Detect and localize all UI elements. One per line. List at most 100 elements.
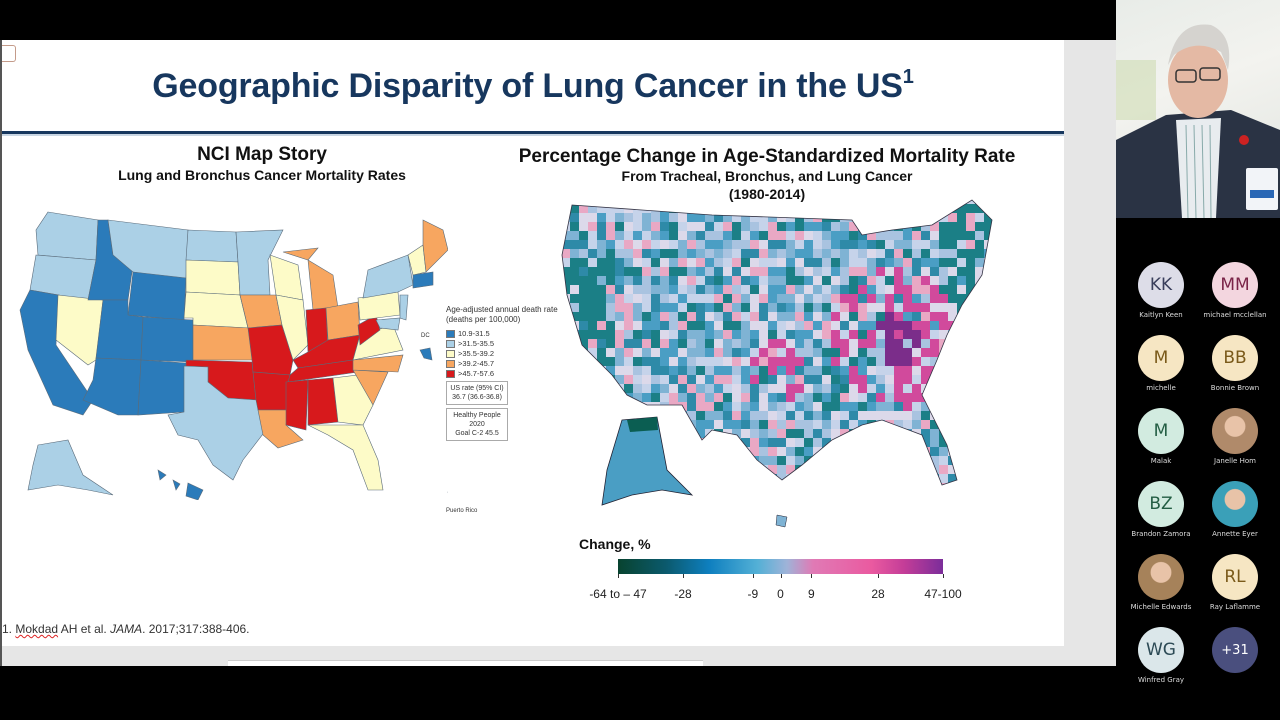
county-cell (759, 321, 768, 330)
county-cell (867, 393, 876, 402)
participant-tile[interactable]: MM michael mcclellan (1198, 262, 1272, 319)
county-cell (930, 231, 939, 240)
county-cell (570, 321, 579, 330)
county-cell (615, 276, 624, 285)
county-cell (714, 249, 723, 258)
county-cell (822, 366, 831, 375)
county-cell (615, 249, 624, 258)
county-cell (687, 438, 696, 447)
county-cell (840, 384, 849, 393)
county-cell (696, 200, 705, 204)
county-cell (651, 357, 660, 366)
county-cell (822, 213, 831, 222)
county-cell (813, 321, 822, 330)
county-cell (570, 375, 579, 384)
county-cell (984, 429, 992, 438)
participant-tile[interactable]: KK Kaitlyn Keen (1124, 262, 1198, 319)
colorbar-tick-label: 9 (808, 587, 815, 601)
county-cell (588, 330, 597, 339)
county-cell (615, 348, 624, 357)
county-cell (651, 348, 660, 357)
county-cell (562, 429, 570, 438)
participant-tile[interactable]: BB Bonnie Brown (1198, 335, 1272, 392)
participant-tile[interactable]: Annette Eyer (1198, 481, 1272, 538)
county-cell (696, 267, 705, 276)
county-cell (930, 222, 939, 231)
county-cell (741, 483, 750, 485)
county-cell (669, 420, 678, 429)
county-cell (732, 303, 741, 312)
county-cell (894, 411, 903, 420)
county-cell (732, 249, 741, 258)
county-cell (570, 483, 579, 485)
county-cell (795, 348, 804, 357)
county-cell (885, 447, 894, 456)
county-cell (606, 312, 615, 321)
county-cell (786, 465, 795, 474)
participant-tile[interactable]: BZ Brandon Zamora (1124, 481, 1198, 538)
participant-tile[interactable]: M Malak (1124, 408, 1198, 465)
county-cell (975, 200, 984, 204)
participant-tile[interactable]: RL Ray Laflamme (1198, 554, 1272, 611)
county-cell (921, 366, 930, 375)
county-cell (786, 312, 795, 321)
county-cell (885, 204, 894, 213)
county-cell (624, 200, 633, 204)
county-cell (975, 456, 984, 465)
county-cell (714, 492, 723, 501)
county-cell (732, 384, 741, 393)
county-cell (993, 393, 1002, 402)
county-cell (597, 267, 606, 276)
county-cell (597, 474, 606, 483)
county-cell (669, 213, 678, 222)
county-cell (678, 222, 687, 231)
county-cell (795, 420, 804, 429)
county-cell (831, 312, 840, 321)
county-cell (975, 294, 984, 303)
horizontal-scrollbar[interactable] (228, 660, 703, 666)
county-cell (597, 447, 606, 456)
county-cell (732, 330, 741, 339)
county-cell (562, 366, 570, 375)
county-cell (858, 357, 867, 366)
county-cell (876, 222, 885, 231)
county-cell (912, 492, 921, 501)
county-cell (615, 402, 624, 411)
county-cell (768, 375, 777, 384)
county-cell (822, 393, 831, 402)
county-cell (885, 312, 894, 321)
active-speaker-video[interactable] (1116, 0, 1280, 218)
county-cell (939, 231, 948, 240)
county-cell (831, 222, 840, 231)
county-cell (678, 249, 687, 258)
county-cell (813, 438, 822, 447)
county-cell (939, 402, 948, 411)
county-cell (939, 411, 948, 420)
participant-tile[interactable]: Janelle Hom (1198, 408, 1272, 465)
county-cell (606, 393, 615, 402)
county-cell (624, 402, 633, 411)
county-cell (840, 483, 849, 485)
county-cell (894, 447, 903, 456)
county-cell (759, 411, 768, 420)
county-cell (912, 474, 921, 483)
county-cell (912, 438, 921, 447)
county-cell (660, 249, 669, 258)
participant-tile[interactable]: Michelle Edwards (1124, 554, 1198, 611)
county-cell (822, 420, 831, 429)
participant-tile[interactable]: WG Winfred Gray (1124, 627, 1198, 684)
county-cell (822, 474, 831, 483)
county-cell (768, 492, 777, 501)
county-cell (624, 285, 633, 294)
county-cell (876, 330, 885, 339)
county-cell (768, 231, 777, 240)
county-cell (885, 249, 894, 258)
county-cell (570, 339, 579, 348)
state-wa (35, 211, 99, 261)
county-cell (562, 483, 570, 485)
county-cell (957, 438, 966, 447)
county-cell (984, 393, 992, 402)
county-cell (894, 213, 903, 222)
more-participants-button[interactable]: +31 (1198, 627, 1272, 676)
